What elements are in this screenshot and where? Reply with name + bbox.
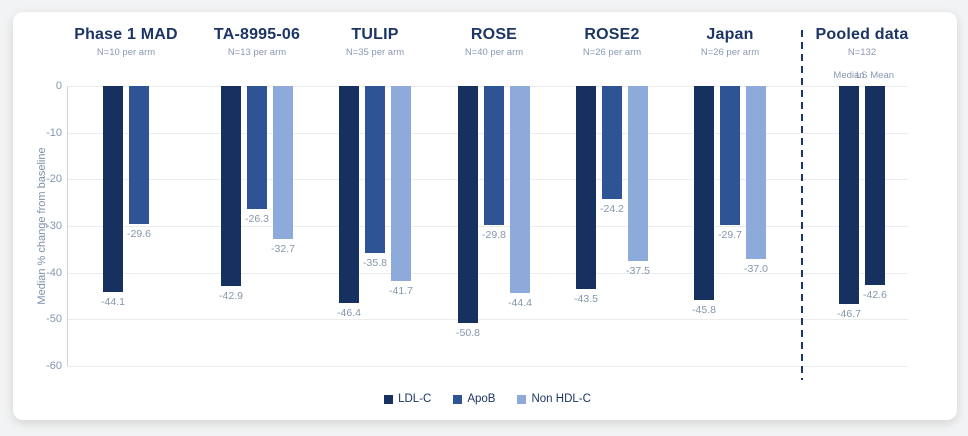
group-header: Pooled data N=132 [816,26,909,58]
group-header: ROSE N=40 per arm [465,26,523,58]
bar-value-label: -46.4 [337,306,361,319]
bar-value-label: -50.8 [456,327,480,340]
bar-value-label: -26.3 [245,212,269,225]
bar-value-label: -42.9 [219,290,243,303]
bar-ldl-c [339,86,359,303]
group-header: Phase 1 MAD N=10 per arm [74,26,178,58]
bar-value-label: -29.7 [718,228,742,241]
bar-value-label: -24.2 [600,202,624,215]
bar-apob [129,86,149,225]
group-header: ROSE2 N=26 per arm [583,26,641,58]
bar-value-label: -44.1 [101,295,125,308]
group-header: TULIP N=35 per arm [346,26,404,58]
bar-ldl-c [694,86,714,300]
bar-ldl-c [576,86,596,289]
bar-value-label: -46.7 [837,307,861,320]
group-subtitle: N=13 per arm [227,47,287,58]
bar-value-label: -41.7 [389,284,413,297]
bar-apob [720,86,740,225]
group-title: Pooled data [815,26,909,43]
bar-apob [247,86,267,209]
y-tick-label: -30 [46,220,62,232]
bar-non-hdl-c [510,86,530,294]
group-subtitle: N=10 per arm [96,47,156,58]
group-header: Japan N=26 per arm [701,26,759,58]
gridline [67,272,908,274]
bar-ldl-c [221,86,241,287]
bar-column-label: LS Mean [855,70,895,81]
legend-label: LDL-C [398,393,432,405]
bar-value-label: -37.5 [626,265,650,277]
bar-value-label: -43.5 [574,293,598,305]
bar-value-label: -42.6 [863,288,887,301]
gridline [67,366,908,367]
legend-swatch-icon [453,394,463,404]
chart-card: Median % change from baseline 0 -10 -20 -30… [13,12,957,420]
bar-value-label: -45.8 [692,303,716,316]
legend-label: Non HDL-C [531,393,591,405]
y-tick-label: 0 [55,80,62,92]
group-title: TULIP [351,26,399,43]
bar-ldl-c [458,86,478,324]
legend-swatch-icon [517,394,527,404]
bar-apob [484,86,504,226]
y-tick-label: -40 [46,266,62,279]
group-title: TA-8995-06 [213,26,301,43]
group-title: ROSE2 [584,26,640,43]
bar-non-hdl-c [273,86,293,239]
group-title: Phase 1 MAD [74,26,178,43]
bar-chart: Median % change from baseline 0 -10 -20 -30… [13,12,957,420]
dashed-separator-line [801,30,803,380]
y-axis-line [67,86,68,366]
group-title: Japan [706,26,754,43]
group-title: ROSE [470,26,518,43]
bar-apob [602,86,622,199]
y-tick-label: -20 [46,173,62,186]
group-subtitle: N=35 per arm [345,47,405,58]
y-tick-label: -50 [46,313,62,326]
bar-value-label: -35.8 [363,257,387,270]
gridline [67,226,908,227]
bar-apob [365,86,385,254]
bar-value-label: -44.4 [508,297,532,310]
legend: LDL-C ApoB Non HDL-C [67,393,908,405]
bar-ldl-c [865,86,885,285]
legend-swatch-icon [384,394,394,404]
group-subtitle: N=26 per arm [582,47,642,58]
bar-value-label: -29.8 [482,229,506,242]
bar-column-label: Median [833,70,865,81]
bar-value-label: -32.7 [271,242,295,255]
bar-non-hdl-c [391,86,411,281]
bar-ldl-c [103,86,123,292]
legend-item-apob: ApoB [453,393,495,405]
y-tick-label: -10 [46,126,62,139]
legend-item-non-hdl-c: Non HDL-C [517,393,591,405]
legend-item-ldl-c: LDL-C [384,393,431,405]
y-tick-label: -60 [46,360,62,372]
bar-ldl-c [839,86,859,304]
bar-value-label: -37.0 [744,262,768,275]
group-header: TA-8995-06 N=13 per arm [214,26,300,58]
bar-non-hdl-c [746,86,766,259]
gridline [67,319,908,321]
bar-non-hdl-c [628,86,648,261]
bar-value-label: -29.6 [127,228,151,241]
group-subtitle: N=40 per arm [464,47,524,58]
group-subtitle: N=26 per arm [700,47,760,58]
legend-label: ApoB [467,393,496,405]
group-subtitle: N=132 [847,47,877,58]
